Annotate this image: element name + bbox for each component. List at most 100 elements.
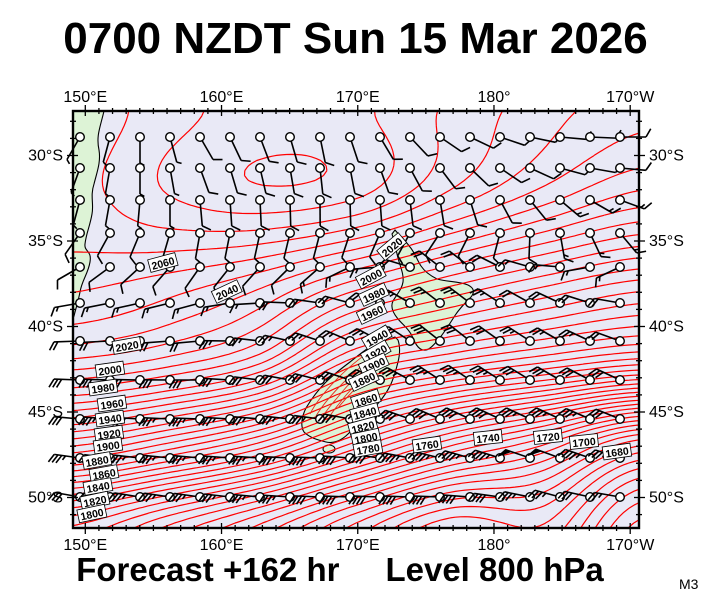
wind-barb (198, 336, 235, 350)
station-circle (555, 375, 566, 386)
wind-barb (558, 407, 596, 425)
station-circle (555, 262, 566, 273)
station-circle (615, 131, 626, 142)
wind-barb (560, 262, 596, 281)
station-circle (555, 227, 566, 238)
station-circle (315, 162, 326, 173)
wind-barb (528, 407, 566, 425)
contour-label: 1860 (88, 464, 120, 483)
wind-barb (555, 194, 590, 218)
wind-barb (228, 453, 265, 466)
station-circle (435, 162, 446, 173)
station-circle (405, 336, 416, 347)
station-circle (345, 336, 356, 347)
lat-axis-label-left: 45°S (28, 404, 63, 421)
svg-text:1720: 1720 (536, 431, 561, 445)
svg-text:2000: 2000 (98, 363, 123, 378)
wind-barb (438, 407, 476, 425)
wind-barb (468, 407, 506, 425)
station-circle (555, 194, 566, 205)
wind-barb (254, 194, 271, 232)
wind-barb (257, 414, 296, 426)
wind-barb (437, 450, 476, 464)
lon-axis-label-top: 150°E (63, 89, 107, 106)
station-circle (375, 194, 386, 205)
station-circle (465, 194, 476, 205)
station-circle (345, 453, 356, 464)
station-circle (74, 298, 85, 309)
wind-barb (184, 262, 205, 298)
wind-barb (525, 227, 538, 265)
station-circle (345, 131, 356, 142)
svg-text:1760: 1760 (415, 438, 440, 453)
footer-caption: Forecast +162 hr Level 800 hPa (0, 551, 680, 589)
station-circle (254, 227, 265, 238)
contour-label: 1780 (352, 439, 384, 458)
station-circle (465, 414, 476, 425)
lon-axis-label-top: 160°E (200, 89, 244, 106)
station-circle (525, 162, 536, 173)
wind-barb (410, 324, 446, 347)
wind-barb (435, 131, 471, 153)
station-circle (465, 227, 476, 238)
wind-barb (375, 162, 399, 196)
wind-barb (528, 366, 566, 386)
station-circle (465, 453, 476, 464)
station-circle (134, 262, 145, 273)
station-circle (134, 227, 145, 238)
station-circle (224, 375, 235, 386)
wind-barb (120, 262, 145, 295)
wind-barb (285, 194, 300, 232)
wind-barb (497, 259, 536, 273)
svg-text:1940: 1940 (98, 412, 123, 427)
wind-barb (194, 162, 219, 195)
wind-barb (134, 194, 145, 230)
wind-barb (525, 162, 562, 180)
wind-barb (198, 414, 235, 427)
station-circle (555, 414, 566, 425)
station-circle (615, 298, 626, 309)
station-circle (435, 336, 446, 347)
wind-barb (345, 131, 368, 165)
station-circle (164, 227, 175, 238)
station-circle (375, 227, 386, 238)
wind-barb (527, 262, 566, 273)
wind-barb (525, 194, 556, 221)
wind-barb (129, 227, 145, 266)
wind-barb (497, 448, 536, 464)
station-circle (615, 414, 626, 425)
wind-barb (410, 286, 446, 309)
wind-barb (435, 162, 466, 190)
station-circle (495, 194, 506, 205)
station-circle (285, 262, 296, 273)
wind-barb (254, 131, 279, 164)
station-circle (465, 262, 476, 273)
svg-text:1980: 1980 (91, 381, 116, 396)
wind-barb (587, 491, 626, 503)
wind-barb (594, 262, 626, 288)
wind-barb (107, 453, 145, 465)
lat-axis-label-right: 50°S (649, 490, 684, 507)
wind-barb (498, 407, 536, 425)
wind-barb (469, 325, 506, 347)
axis-labels: 150°E 150°E 160°E 160°E 170°E 170°E 180° 180° 17… (28, 89, 684, 554)
contour-label: 2000 (94, 360, 126, 379)
contour-label: 1720 (532, 428, 563, 445)
wind-barb (287, 332, 326, 347)
wind-barb (318, 329, 356, 347)
wind-barb (585, 194, 622, 214)
wind-barb (228, 414, 265, 426)
station-circle (134, 194, 145, 205)
station-circle (194, 131, 205, 142)
station-circle (104, 131, 115, 142)
wind-barb (615, 162, 653, 173)
wind-barb (345, 162, 365, 198)
contour-label: 1940 (94, 409, 126, 428)
wind-barb (312, 227, 326, 266)
wind-barb (615, 227, 647, 254)
contour-line (101, 111, 439, 232)
station-circle (585, 162, 596, 173)
wind-barb (588, 368, 626, 386)
station-circle (495, 227, 506, 238)
station-circle (164, 194, 175, 205)
